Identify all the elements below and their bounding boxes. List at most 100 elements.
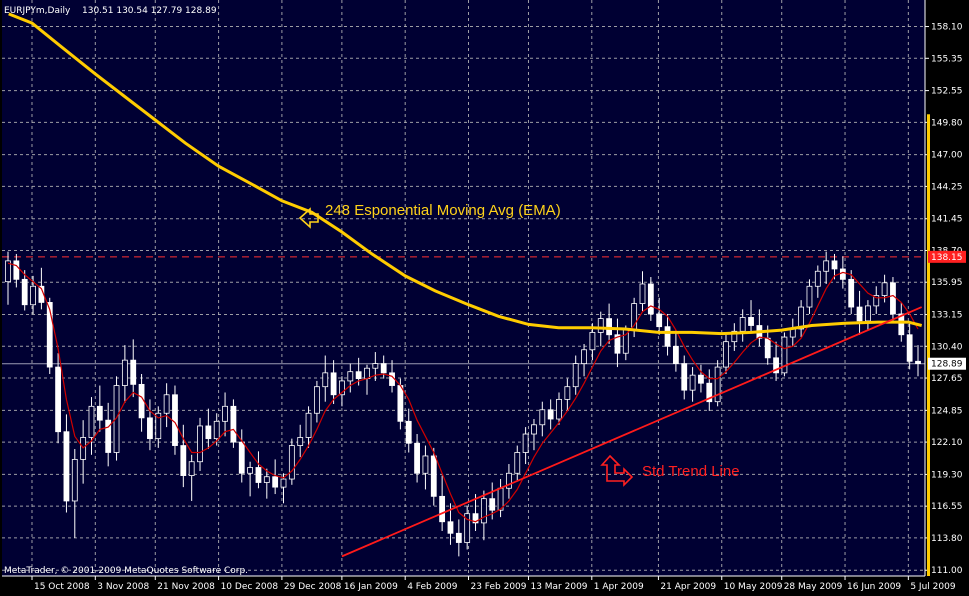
y-tick-label: 152.55 [931,87,963,97]
candle [848,270,855,314]
candle [773,341,779,381]
candle-body [773,357,779,374]
candle-body [614,334,621,354]
y-tick-label: 141.45 [931,215,963,225]
candle-body [547,409,554,420]
candle-body [63,431,70,502]
candle [121,345,128,403]
candle-body [472,513,479,524]
candle-body [464,513,471,543]
candle [831,253,838,280]
candle [464,505,471,550]
candle [380,355,387,379]
candle [155,406,162,448]
y-axis-ticks: 158.10 155.35 152.55 149.80 147.00 144.25 141.… [925,23,963,576]
candle-body [88,405,95,438]
candle [814,265,821,298]
candle-body [856,306,863,322]
x-tick-label: 10 Dec 2008 [221,582,279,592]
candle-body [305,412,312,438]
last-price-text: 128.89 [931,360,963,370]
x-tick-label: 5 Jul 2009 [910,582,955,592]
candle-body [480,498,487,524]
candle-body [798,306,805,330]
candle-body [639,283,646,304]
candle-body [71,459,78,502]
candle [305,406,312,448]
candle [439,475,446,531]
candle-body [121,359,128,386]
trend-annotation-text: Std Trend Line [642,463,740,480]
candle-body [606,318,613,336]
candle [856,290,863,335]
symbol-label: EURJPYm,Daily [4,6,71,16]
candle-body [130,359,137,385]
candle-body [514,452,521,474]
candle-body [422,455,429,474]
candle [514,445,521,481]
candle-body [698,374,704,384]
candle [698,364,704,393]
candle-body [915,360,921,365]
candle-body [197,425,203,463]
candle [130,339,137,398]
candle-body [572,363,579,388]
resistance-price-text: 138.15 [931,253,963,263]
candle [422,445,429,490]
candle-body [272,476,279,488]
candle-body [714,366,721,403]
candle [806,279,813,314]
candle-body [823,260,830,272]
candle-body [13,260,20,280]
candle [556,392,562,425]
candle-body [364,367,370,380]
scale-bar [927,114,930,576]
candle [564,378,571,411]
y-tick-label: 135.95 [931,278,963,288]
ema-annotation: 248 Esponential Moving Avg (EMA) [298,202,561,229]
candle-body [188,461,195,476]
candle-body [55,366,61,433]
candle [531,419,537,451]
grid [2,0,925,576]
candle-body [581,349,587,365]
x-tick-label: 13 Mar 2009 [530,582,587,592]
x-tick-label: 3 Nov 2008 [97,582,149,592]
candle [672,330,679,372]
candle [414,434,420,483]
candle-body [380,363,387,374]
candle [372,352,379,381]
candle-body [881,282,888,296]
trend-annotation: Std Trend Line [600,454,740,487]
candle [706,369,713,411]
candle [647,277,654,321]
candle-body [447,521,454,534]
candle-body [405,420,412,444]
candle-body [898,313,905,336]
candle [539,401,546,437]
y-tick-label: 122.10 [931,438,963,448]
candle-body [222,405,228,422]
candle [639,271,646,312]
candle-body [506,472,512,489]
candle-body [455,532,462,543]
candle [890,277,896,321]
candle-body [814,270,821,287]
candle [313,380,320,423]
x-tick-label: 1 Apr 2009 [594,582,644,592]
candle-body [706,382,713,403]
candle [88,397,95,455]
candle [5,251,11,305]
candle-body [731,330,738,343]
candle [180,424,187,488]
candle-body [96,405,103,421]
y-tick-label: 127.65 [931,374,963,384]
candle-body [313,386,320,414]
x-tick-label: 29 Dec 2008 [284,582,342,592]
candle-body [764,337,771,359]
candle [581,343,587,377]
candle-body [230,405,237,443]
candle [714,360,721,407]
x-tick-label: 10 May 2009 [724,582,783,592]
